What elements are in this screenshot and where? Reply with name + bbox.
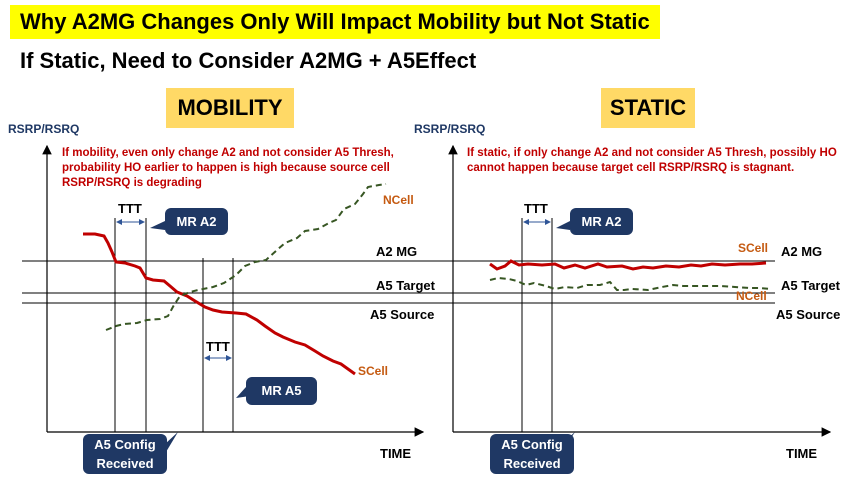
static-scell-curve [489, 259, 767, 271]
mobility-ncell-curve [105, 183, 387, 331]
mobility-chart [22, 144, 440, 437]
static-a2mg-label: A2 MG [781, 244, 823, 259]
mobility-tag: MOBILITY [166, 88, 294, 128]
mobility-mr-a2-box: MR A2 [165, 208, 228, 235]
mobility-a2mg-label: A2 MG [376, 244, 418, 259]
slide-title: Why A2MG Changes Only Will Impact Mobili… [10, 5, 660, 39]
mobility-x-axis-label: TIME [380, 446, 412, 461]
static-ttt1-label: TTT [524, 201, 548, 216]
mobility-scell-curve [83, 232, 356, 376]
slide-subtitle: If Static, Need to Consider A2MG + A5Eff… [20, 48, 477, 73]
static-ncell-curve [489, 276, 771, 292]
mobility-a5target-label: A5 Target [376, 278, 435, 293]
static-mr-a2-box: MR A2 [570, 208, 633, 235]
static-scell-label: SCell [738, 241, 769, 255]
static-config-box: A5 Config Received [490, 434, 574, 474]
mobility-config-pointer [165, 432, 178, 452]
static-note: If static, if only change A2 and not con… [467, 147, 837, 174]
static-a5target-label: A5 Target [781, 278, 840, 293]
mobility-note: If mobility, even only change A2 and not… [62, 147, 394, 189]
mobility-ttt2-label: TTT [206, 339, 230, 354]
static-y-axis-label: RSRP/RSRQ [414, 122, 486, 136]
mobility-y-axis-label: RSRP/RSRQ [8, 122, 80, 136]
mobility-mr-a2-pointer [150, 221, 165, 230]
mobility-ncell-label: NCell [383, 193, 414, 207]
mobility-mr-a5-box: MR A5 [246, 377, 317, 405]
static-a5source-label: A5 Source [776, 307, 841, 322]
mobility-a5source-label: A5 Source [370, 307, 435, 322]
mobility-ttt1-label: TTT [118, 201, 142, 216]
static-ncell-label: NCell [736, 289, 767, 303]
mobility-scell-label: SCell [358, 364, 389, 378]
static-x-axis-label: TIME [786, 446, 818, 461]
mobility-config-box: A5 Config Received [83, 434, 167, 474]
static-mr-a2-pointer [556, 221, 570, 230]
static-chart [430, 144, 832, 437]
static-tag: STATIC [601, 88, 695, 128]
